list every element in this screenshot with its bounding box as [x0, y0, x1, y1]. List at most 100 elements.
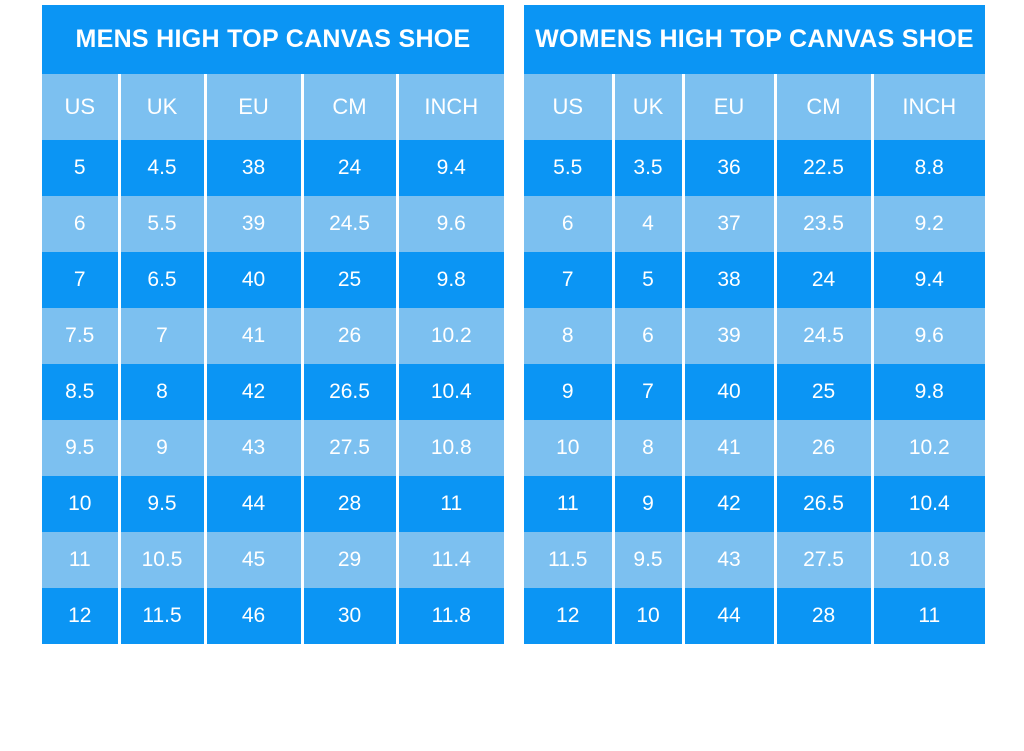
- size-cell: 26: [300, 308, 397, 364]
- size-cell: 43: [203, 420, 302, 476]
- size-cell: 5.5: [524, 140, 613, 196]
- column-header-uk: UK: [117, 74, 205, 140]
- size-cell: 9: [524, 364, 613, 420]
- size-cell: 11: [42, 532, 119, 588]
- column-header-eu: EU: [681, 74, 775, 140]
- table-row: 6 5.5 39 24.5 9.6: [42, 196, 504, 252]
- size-cell: 9.5: [611, 532, 683, 588]
- size-cell: 11: [524, 476, 613, 532]
- size-cell: 6: [524, 196, 613, 252]
- size-cell: 44: [681, 588, 775, 644]
- column-header-row: US UK EU CM INCH: [42, 74, 504, 140]
- size-cell: 42: [681, 476, 775, 532]
- size-cell: 6: [42, 196, 119, 252]
- size-cell: 9.6: [870, 308, 985, 364]
- size-cell: 39: [203, 196, 302, 252]
- size-cell: 9: [117, 420, 205, 476]
- column-header-eu: EU: [203, 74, 302, 140]
- size-cell: 39: [681, 308, 775, 364]
- size-cell: 11.5: [117, 588, 205, 644]
- size-cell: 9: [611, 476, 683, 532]
- size-cell: 10.4: [395, 364, 504, 420]
- size-cell: 40: [681, 364, 775, 420]
- table-row: 9 7 40 25 9.8: [524, 364, 985, 420]
- size-cell: 6: [611, 308, 683, 364]
- size-cell: 10: [524, 420, 613, 476]
- size-cell: 12: [42, 588, 119, 644]
- size-cell: 23.5: [773, 196, 872, 252]
- size-cell: 42: [203, 364, 302, 420]
- size-cell: 10.5: [117, 532, 205, 588]
- size-cell: 9.2: [870, 196, 985, 252]
- size-cell: 27.5: [773, 532, 872, 588]
- womens-table-grid: US UK EU CM INCH 5.5 3.5 36 22.5 8.8 6 4 37 23.5 9.2 7…: [524, 74, 985, 644]
- size-cell: 29: [300, 532, 397, 588]
- size-cell: 26: [773, 420, 872, 476]
- size-cell: 27.5: [300, 420, 397, 476]
- size-cell: 25: [300, 252, 397, 308]
- size-cell: 10.8: [870, 532, 985, 588]
- size-cell: 5: [42, 140, 119, 196]
- size-cell: 7: [42, 252, 119, 308]
- size-cell: 10: [611, 588, 683, 644]
- size-cell: 9.4: [870, 252, 985, 308]
- size-cell: 28: [773, 588, 872, 644]
- size-cell: 5: [611, 252, 683, 308]
- size-cell: 6.5: [117, 252, 205, 308]
- size-cell: 8: [117, 364, 205, 420]
- size-cell: 9.8: [395, 252, 504, 308]
- womens-table-title: WOMENS HIGH TOP CANVAS SHOE: [524, 5, 985, 74]
- size-cell: 12: [524, 588, 613, 644]
- womens-size-table: WOMENS HIGH TOP CANVAS SHOE US UK EU CM INCH…: [524, 5, 985, 644]
- size-cell: 41: [203, 308, 302, 364]
- size-cell: 3.5: [611, 140, 683, 196]
- size-cell: 7: [611, 364, 683, 420]
- table-row: 11 10.5 45 29 11.4: [42, 532, 504, 588]
- table-row: 8.5 8 42 26.5 10.4: [42, 364, 504, 420]
- size-cell: 36: [681, 140, 775, 196]
- size-cell: 10.4: [870, 476, 985, 532]
- size-cell: 10.2: [395, 308, 504, 364]
- size-cell: 11.4: [395, 532, 504, 588]
- size-cell: 4.5: [117, 140, 205, 196]
- size-cell: 24: [300, 140, 397, 196]
- size-cell: 38: [203, 140, 302, 196]
- table-row: 5 4.5 38 24 9.4: [42, 140, 504, 196]
- table-row: 5.5 3.5 36 22.5 8.8: [524, 140, 985, 196]
- size-cell: 44: [203, 476, 302, 532]
- table-row: 7 6.5 40 25 9.8: [42, 252, 504, 308]
- column-header-us: US: [524, 74, 613, 140]
- size-cell: 45: [203, 532, 302, 588]
- table-row: 9.5 9 43 27.5 10.8: [42, 420, 504, 476]
- column-header-inch: INCH: [870, 74, 985, 140]
- size-cell: 25: [773, 364, 872, 420]
- size-cell: 9.8: [870, 364, 985, 420]
- table-row: 8 6 39 24.5 9.6: [524, 308, 985, 364]
- table-row: 11.5 9.5 43 27.5 10.8: [524, 532, 985, 588]
- size-cell: 43: [681, 532, 775, 588]
- size-cell: 7: [524, 252, 613, 308]
- size-cell: 38: [681, 252, 775, 308]
- size-cell: 9.5: [42, 420, 119, 476]
- table-row: 6 4 37 23.5 9.2: [524, 196, 985, 252]
- size-cell: 8.5: [42, 364, 119, 420]
- column-header-inch: INCH: [395, 74, 504, 140]
- size-cell: 24: [773, 252, 872, 308]
- size-cell: 28: [300, 476, 397, 532]
- size-cell: 37: [681, 196, 775, 252]
- size-cell: 10.8: [395, 420, 504, 476]
- size-cell: 41: [681, 420, 775, 476]
- size-cell: 7.5: [42, 308, 119, 364]
- size-cell: 22.5: [773, 140, 872, 196]
- size-cell: 30: [300, 588, 397, 644]
- size-cell: 11: [870, 588, 985, 644]
- size-cell: 10: [42, 476, 119, 532]
- column-header-row: US UK EU CM INCH: [524, 74, 985, 140]
- size-cell: 24.5: [773, 308, 872, 364]
- size-cell: 5.5: [117, 196, 205, 252]
- size-cell: 4: [611, 196, 683, 252]
- table-row: 12 11.5 46 30 11.8: [42, 588, 504, 644]
- table-row: 11 9 42 26.5 10.4: [524, 476, 985, 532]
- table-row: 7.5 7 41 26 10.2: [42, 308, 504, 364]
